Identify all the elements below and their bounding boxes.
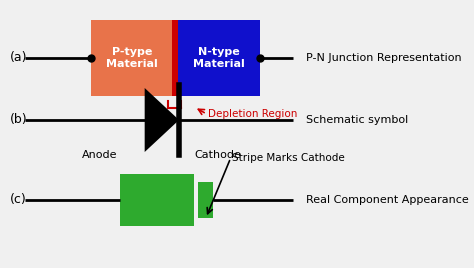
FancyBboxPatch shape	[178, 20, 260, 96]
Text: Anode: Anode	[82, 150, 117, 160]
FancyBboxPatch shape	[172, 20, 178, 96]
Text: Cathode: Cathode	[194, 150, 241, 160]
FancyBboxPatch shape	[199, 182, 213, 218]
Text: Depletion Region: Depletion Region	[209, 109, 298, 119]
Text: (a): (a)	[10, 51, 27, 65]
Text: N-type
Material: N-type Material	[193, 47, 245, 69]
Text: Stripe Marks Cathode: Stripe Marks Cathode	[232, 153, 345, 163]
Text: Real Component Appearance: Real Component Appearance	[306, 195, 469, 205]
Text: (c): (c)	[10, 193, 27, 207]
Polygon shape	[145, 88, 179, 152]
Text: P-N Junction Representation: P-N Junction Representation	[306, 53, 462, 63]
Text: P-type
Material: P-type Material	[106, 47, 158, 69]
Text: (b): (b)	[10, 114, 27, 126]
FancyBboxPatch shape	[120, 174, 194, 226]
Text: Schematic symbol: Schematic symbol	[306, 115, 408, 125]
FancyBboxPatch shape	[91, 20, 173, 96]
